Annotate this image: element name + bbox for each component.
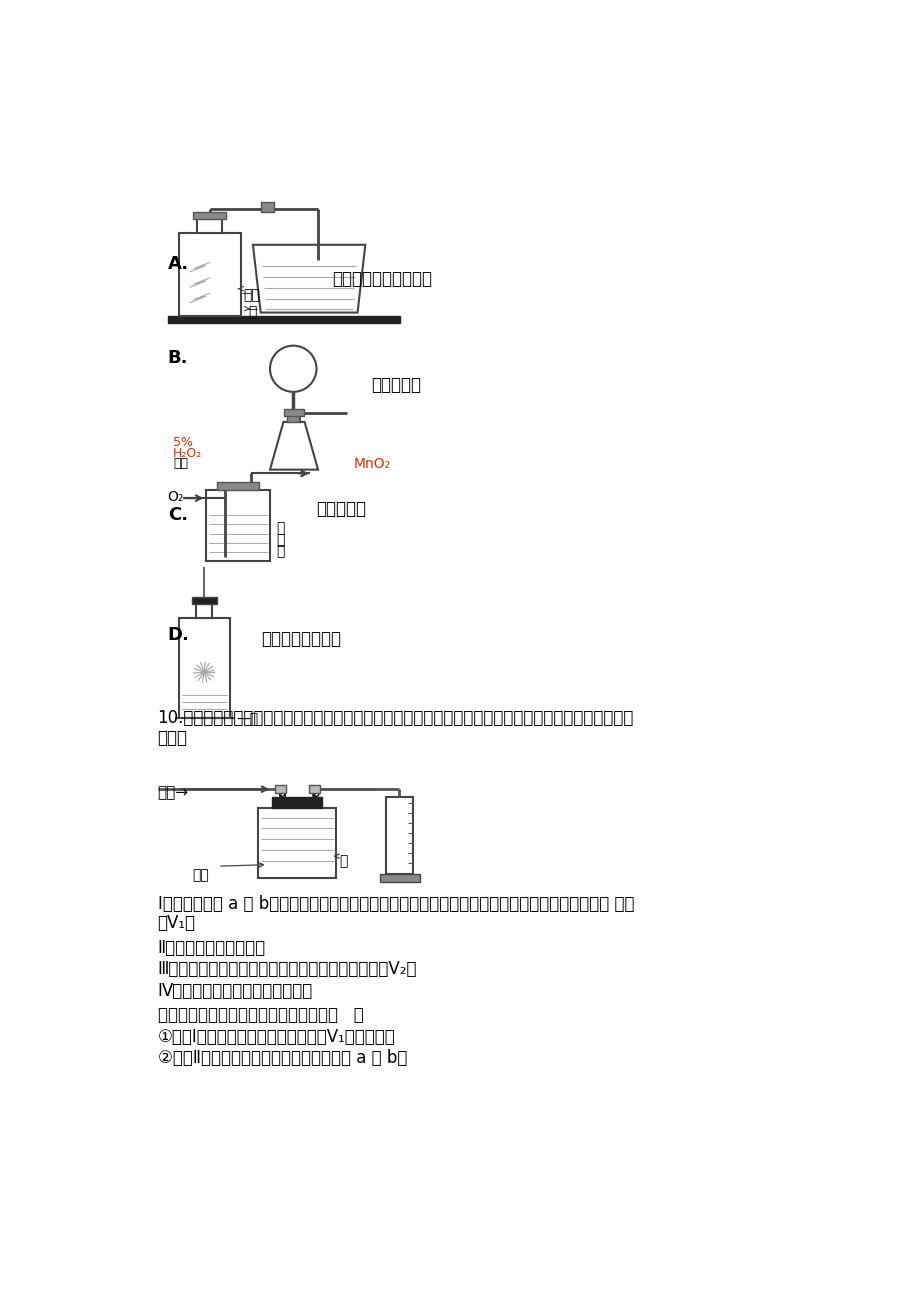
Text: 空气中氧气含量的测定: 空气中氧气含量的测定 xyxy=(332,271,432,288)
Polygon shape xyxy=(269,422,318,470)
Circle shape xyxy=(269,345,316,392)
Text: 5%: 5% xyxy=(173,436,193,449)
Bar xyxy=(206,491,269,561)
Bar xyxy=(258,809,335,878)
Bar xyxy=(197,219,221,233)
Bar xyxy=(193,212,225,219)
Text: 酸: 酸 xyxy=(276,544,284,559)
Text: D.: D. xyxy=(167,626,189,644)
Bar xyxy=(261,202,274,212)
Text: B.: B. xyxy=(167,349,188,367)
Bar xyxy=(217,482,259,491)
Text: b: b xyxy=(311,785,321,801)
Text: ②步骤Ⅱ中，白磷燃烧时可以不关闭止水夹 a 和 b；: ②步骤Ⅱ中，白磷燃烧时可以不关闭止水夹 a 和 b； xyxy=(157,1049,406,1068)
Text: 浓: 浓 xyxy=(276,521,284,535)
Bar xyxy=(167,316,400,323)
Text: 溶液: 溶液 xyxy=(173,457,187,470)
Text: 红磷: 红磷 xyxy=(244,289,260,302)
Bar xyxy=(309,785,319,793)
Bar xyxy=(272,797,322,809)
Bar xyxy=(288,415,300,422)
Text: Ⅲ．白磷熄灭并冷却至室温，测得量筒中的体积变为V₂；: Ⅲ．白磷熄灭并冷却至室温，测得量筒中的体积变为V₂； xyxy=(157,960,416,978)
Text: ①步骤Ⅰ中，俯视量筒读数会使测得的V₁数值偏低；: ①步骤Ⅰ中，俯视量筒读数会使测得的V₁数值偏低； xyxy=(157,1027,395,1046)
Text: Ⅱ．强光照射引燃白磷；: Ⅱ．强光照射引燃白磷； xyxy=(157,939,266,957)
Bar xyxy=(380,874,419,881)
Bar xyxy=(196,603,211,618)
Text: 氧气的制取: 氧气的制取 xyxy=(370,376,420,395)
Text: 硫: 硫 xyxy=(276,533,284,547)
Bar xyxy=(178,233,240,316)
Text: 白磷: 白磷 xyxy=(192,868,209,883)
Text: O₂: O₂ xyxy=(167,491,184,504)
Text: 略去）: 略去） xyxy=(157,729,187,747)
Text: 水: 水 xyxy=(248,305,256,319)
Bar xyxy=(287,415,299,422)
Text: a: a xyxy=(277,785,286,801)
Text: 为V₁；: 为V₁； xyxy=(157,914,196,932)
Text: 氧气的干燥: 氧气的干燥 xyxy=(316,500,366,518)
Text: 水: 水 xyxy=(338,854,347,868)
Bar xyxy=(284,409,304,415)
Polygon shape xyxy=(253,245,365,312)
Text: MnO₂: MnO₂ xyxy=(353,457,391,470)
Text: 下列有关这个实验的说法中，正确的是（   ）: 下列有关这个实验的说法中，正确的是（ ） xyxy=(157,1006,363,1025)
Bar xyxy=(275,785,285,793)
Text: 10.如图是测定空气中氧气含量的实验装置图．所示实验中，实验步骤如下（装置气密性良好，部分操作已: 10.如图是测定空气中氧气含量的实验装置图．所示实验中，实验步骤如下（装置气密性… xyxy=(157,710,633,727)
Text: Ⅰ．打开止水夹 a 和 b，向集气瓶中缓慢鼓入一定量空气，至白磷与空气接触，测得进入量筒中水的 体积: Ⅰ．打开止水夹 a 和 b，向集气瓶中缓慢鼓入一定量空气，至白磷与空气接触，测得… xyxy=(157,896,633,914)
Text: C.: C. xyxy=(167,505,187,523)
Text: H₂O₂: H₂O₂ xyxy=(173,447,202,460)
Text: 铁丝在氧气中燃烧: 铁丝在氧气中燃烧 xyxy=(260,630,340,648)
Text: Ⅳ．计算空气中氧气的体积分数．: Ⅳ．计算空气中氧气的体积分数． xyxy=(157,982,312,1000)
Text: —水: —水 xyxy=(235,712,257,727)
Text: 鼓气→: 鼓气→ xyxy=(157,785,188,801)
Bar xyxy=(191,596,216,604)
Bar xyxy=(179,618,230,719)
Bar xyxy=(386,797,413,874)
Text: A.: A. xyxy=(167,255,188,273)
